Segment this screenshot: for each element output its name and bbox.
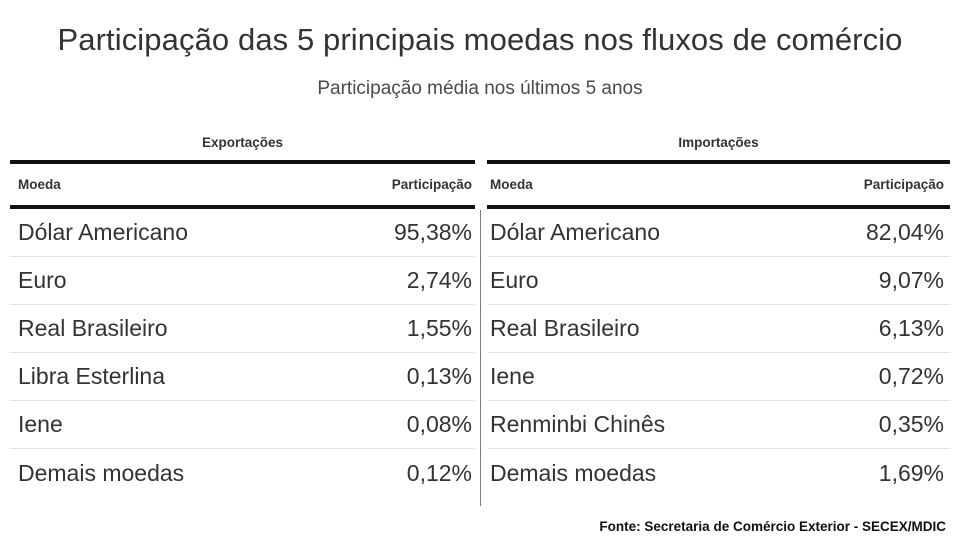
imports-table: Importações Moeda Participação Dólar Ame… [487, 130, 950, 497]
share-value-cell: 0,35% [878, 411, 944, 437]
currency-name-cell: Dólar Americano [18, 219, 189, 245]
currency-name-cell: Real Brasileiro [490, 315, 640, 341]
exports-table: Exportações Moeda Participação Dólar Ame… [10, 130, 475, 497]
table-row: Dólar Americano 82,04% [487, 209, 950, 257]
table-row: Euro 9,07% [487, 257, 950, 305]
table-row: Euro 2,74% [10, 257, 475, 305]
currency-name-cell: Real Brasileiro [18, 315, 168, 341]
exports-header-share: Participação [391, 177, 472, 192]
table-divider [480, 210, 481, 506]
source-note: Fonte: Secretaria de Comércio Exterior -… [599, 519, 946, 534]
table-row: Libra Esterlina 0,13% [10, 353, 475, 401]
imports-column-headers: Moeda Participação [487, 164, 950, 209]
share-value-cell: 2,74% [406, 267, 472, 293]
currency-name-cell: Iene [490, 363, 535, 389]
currency-name-cell: Dólar Americano [490, 219, 661, 245]
currency-name-cell: Renminbi Chinês [490, 411, 666, 437]
imports-rows: Dólar Americano 82,04% Euro 9,07% Real Brasi… [487, 209, 950, 497]
imports-header-share: Participação [863, 177, 944, 192]
share-value-cell: 0,13% [406, 363, 472, 389]
exports-table-title: Exportações [10, 130, 475, 164]
currency-name-cell: Iene [18, 411, 63, 437]
share-value-cell: 95,38% [393, 219, 472, 245]
exports-column-headers: Moeda Participação [10, 164, 475, 209]
share-value-cell: 1,55% [406, 315, 472, 341]
table-row: Demais moedas 1,69% [487, 449, 950, 497]
table-row: Iene 0,08% [10, 401, 475, 449]
share-value-cell: 0,12% [406, 459, 472, 486]
share-value-cell: 82,04% [865, 219, 944, 245]
share-value-cell: 9,07% [878, 267, 944, 293]
table-row: Demais moedas 0,12% [10, 449, 475, 497]
exports-rows: Dólar Americano 95,38% Euro 2,74% Real Brasi… [10, 209, 475, 497]
currency-name-cell: Demais moedas [490, 459, 657, 486]
share-value-cell: 6,13% [878, 315, 944, 341]
table-row: Real Brasileiro 1,55% [10, 305, 475, 353]
share-value-cell: 0,08% [406, 411, 472, 437]
currency-name-cell: Libra Esterlina [18, 363, 166, 389]
currency-name-cell: Demais moedas [18, 459, 185, 486]
table-row: Real Brasileiro 6,13% [487, 305, 950, 353]
currency-name-cell: Euro [18, 267, 67, 293]
table-row: Iene 0,72% [487, 353, 950, 401]
exports-header-currency: Moeda [18, 177, 61, 192]
currency-name-cell: Euro [490, 267, 539, 293]
imports-table-title: Importações [487, 130, 950, 164]
chart-title: Participação das 5 principais moedas nos… [57, 22, 903, 57]
imports-header-currency: Moeda [490, 177, 533, 192]
share-value-cell: 1,69% [878, 459, 944, 486]
table-row: Renminbi Chinês 0,35% [487, 401, 950, 449]
chart-subtitle: Participação média nos últimos 5 anos [317, 78, 643, 99]
share-value-cell: 0,72% [878, 363, 944, 389]
table-row: Dólar Americano 95,38% [10, 209, 475, 257]
